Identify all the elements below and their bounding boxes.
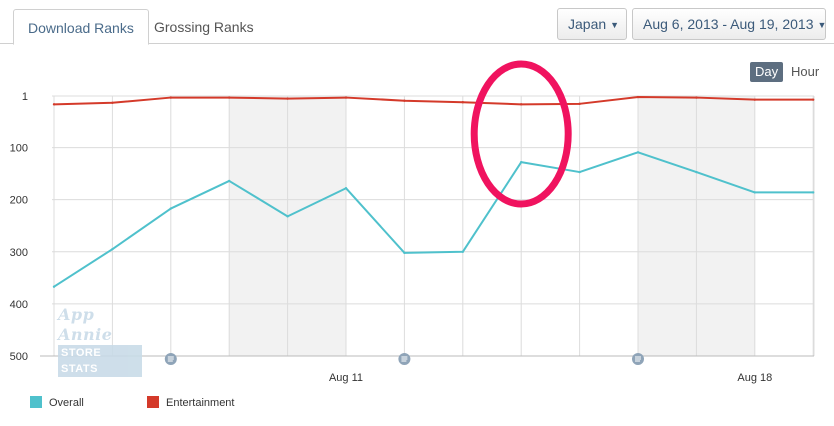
data-point-overall xyxy=(286,215,289,218)
data-point-entertainment xyxy=(520,103,523,106)
country-dropdown[interactable]: Japan ▼ xyxy=(557,8,627,40)
data-point-overall xyxy=(695,170,698,174)
data-point-entertainment xyxy=(636,95,640,99)
date-range-value: Aug 6, 2013 - Aug 19, 2013 xyxy=(643,16,814,32)
day-toggle[interactable]: Day xyxy=(750,62,784,82)
data-point-entertainment xyxy=(695,96,698,99)
chevron-down-icon: ▼ xyxy=(610,20,620,30)
data-point-entertainment xyxy=(461,101,464,104)
y-tick-label: 200 xyxy=(10,195,28,207)
data-point-overall xyxy=(461,250,464,253)
data-point-overall xyxy=(753,191,756,194)
x-tick-label: Aug 11 xyxy=(329,372,363,384)
hour-toggle[interactable]: Hour xyxy=(791,64,820,79)
legend-item-entertainment[interactable]: Entertainment xyxy=(147,396,234,410)
data-point-entertainment xyxy=(403,99,406,102)
legend-swatch-entertainment xyxy=(147,396,159,408)
data-point-entertainment xyxy=(344,96,348,99)
y-tick-label: 100 xyxy=(10,143,28,155)
data-point-overall xyxy=(578,170,581,174)
rank-tabs: Download Ranks Grossing Ranks xyxy=(0,0,834,45)
data-point-entertainment xyxy=(812,98,815,101)
data-point-overall xyxy=(403,251,406,255)
legend-item-overall[interactable]: Overall xyxy=(30,396,84,410)
watermark-line1: App Annie xyxy=(58,305,113,344)
app-annie-watermark: App Annie STORE STATS xyxy=(58,305,142,377)
chevron-down-icon: ▼ xyxy=(817,20,827,30)
data-point-entertainment xyxy=(52,103,56,106)
data-point-entertainment xyxy=(286,97,289,100)
comment-icon[interactable] xyxy=(398,353,411,365)
data-point-overall xyxy=(344,187,348,190)
y-tick-label: 500 xyxy=(10,351,28,363)
data-point-entertainment xyxy=(753,98,756,101)
data-point-overall xyxy=(636,151,640,154)
tab-grossing-ranks[interactable]: Grossing Ranks xyxy=(154,19,254,35)
data-point-entertainment xyxy=(228,96,231,99)
y-tick-label: 1 xyxy=(22,91,28,103)
data-point-entertainment xyxy=(169,96,172,99)
series-line-entertainment xyxy=(53,96,814,106)
y-tick-label: 300 xyxy=(10,247,28,259)
data-point-overall xyxy=(169,207,172,210)
date-range-dropdown[interactable]: Aug 6, 2013 - Aug 19, 2013 ▼ xyxy=(632,8,826,40)
tab-download-ranks[interactable]: Download Ranks xyxy=(13,9,149,45)
country-value: Japan xyxy=(568,16,607,32)
y-tick-label: 400 xyxy=(10,299,28,311)
data-point-overall xyxy=(52,285,56,288)
comment-icon[interactable] xyxy=(164,353,177,365)
legend-label-overall: Overall xyxy=(49,397,84,409)
legend-label-entertainment: Entertainment xyxy=(166,397,235,409)
x-tick-label: Aug 18 xyxy=(737,372,772,384)
data-point-overall xyxy=(111,247,114,251)
data-point-entertainment xyxy=(578,102,581,106)
legend-swatch-overall xyxy=(30,396,42,408)
data-point-overall xyxy=(812,191,815,194)
data-point-overall xyxy=(520,160,523,164)
series-line-overall xyxy=(53,151,814,288)
data-point-overall xyxy=(228,179,231,183)
comment-icon[interactable] xyxy=(632,353,644,365)
watermark-line2: STORE STATS xyxy=(58,345,142,377)
data-point-entertainment xyxy=(111,101,114,104)
highlight-ellipse xyxy=(470,60,572,208)
